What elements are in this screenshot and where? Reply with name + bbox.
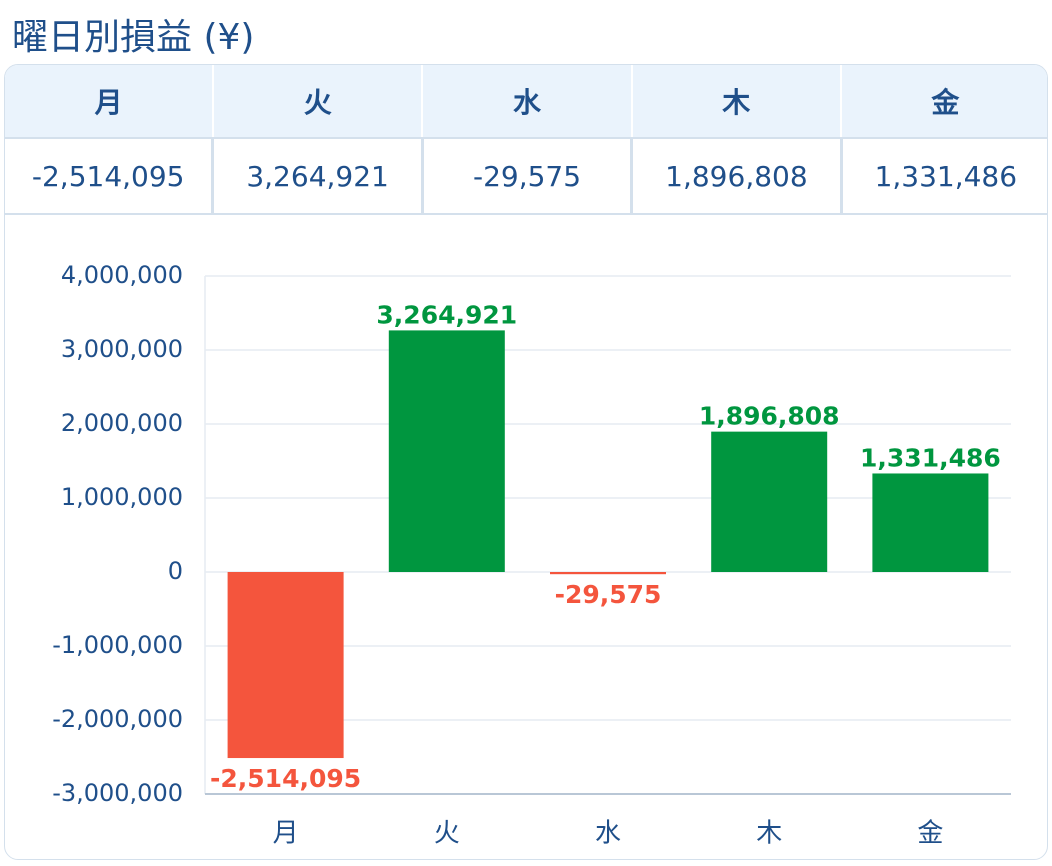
data-label-2: -29,575 xyxy=(555,580,662,609)
value-cell-tue: 3,264,921 xyxy=(214,139,424,213)
x-tick-label-1: 火 xyxy=(434,819,460,849)
header-cell-mon: 月 xyxy=(5,65,215,137)
data-label-1: 3,264,921 xyxy=(376,300,517,329)
bar-1 xyxy=(388,330,505,572)
y-tick-label: 2,000,000 xyxy=(61,409,183,437)
y-tick-label: 4,000,000 xyxy=(61,261,183,289)
header-cell-tue: 火 xyxy=(214,65,424,137)
page-title: 曜日別損益 (¥) xyxy=(12,17,255,58)
value-cell-thu: 1,896,808 xyxy=(633,139,843,213)
x-tick-label-4: 金 xyxy=(917,819,943,849)
bar-0 xyxy=(227,572,344,759)
header-cell-thu: 木 xyxy=(633,65,842,137)
header-cell-wed: 水 xyxy=(423,65,633,137)
value-cell-mon: -2,514,095 xyxy=(5,139,215,213)
data-label-0: -2,514,095 xyxy=(210,764,361,793)
x-tick-label-2: 水 xyxy=(595,819,621,849)
x-tick-label-3: 木 xyxy=(756,819,782,849)
x-tick-label-0: 月 xyxy=(273,819,299,849)
table-header-row: 月 火 水 木 金 xyxy=(5,65,1047,139)
bar-4 xyxy=(872,473,989,572)
value-cell-wed: -29,575 xyxy=(424,139,634,213)
y-tick-label: 1,000,000 xyxy=(61,483,183,511)
data-label-4: 1,331,486 xyxy=(860,443,1001,472)
table-value-row: -2,514,095 3,264,921 -29,575 1,896,808 1… xyxy=(5,139,1047,215)
y-tick-label: 0 xyxy=(168,557,183,585)
y-tick-label: -3,000,000 xyxy=(52,779,183,807)
y-tick-label: 3,000,000 xyxy=(61,335,183,363)
pnl-card: 月 火 水 木 金 -2,514,095 3,264,921 -29,575 1… xyxy=(4,64,1048,860)
value-cell-fri: 1,331,486 xyxy=(874,159,1018,193)
y-tick-label: -2,000,000 xyxy=(52,705,183,733)
weekday-pnl-chart: 4,000,000 3,000,000 2,000,000 1,000,000 0 -1,… xyxy=(52,261,1011,849)
bar-2 xyxy=(550,572,666,575)
header-cell-fri: 金 xyxy=(931,86,960,119)
bar-3 xyxy=(711,431,828,572)
y-tick-label: -1,000,000 xyxy=(52,631,183,659)
data-label-3: 1,896,808 xyxy=(699,402,840,431)
summary-table: 月 火 水 木 金 -2,514,095 3,264,921 -29,575 1… xyxy=(5,65,1047,215)
